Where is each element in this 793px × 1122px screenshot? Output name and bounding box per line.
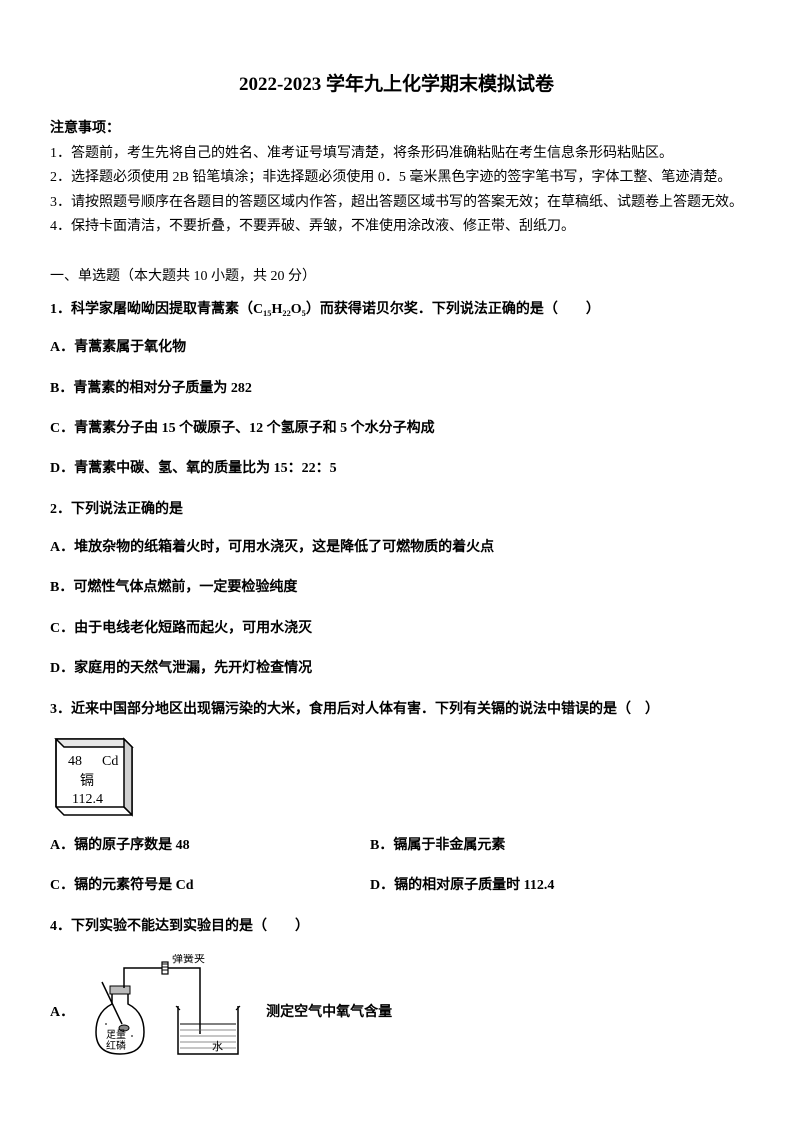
element-symbol: Cd [102,754,118,769]
q4-text: 4．下列实验不能达到实验目的是（ ） [50,916,743,938]
apparatus-svg: 弹簧夹 足量 红磷 水 [82,954,252,1064]
q2-text: 2．下列说法正确的是 [50,499,743,521]
q4-option-a-label: A． [50,1002,74,1024]
q3-option-a: A．镉的原子序数是 48 [50,835,370,857]
notice-2: 2．选择题必须使用 2B 铅笔填涂；非选择题必须使用 0．5 毫米黑色字迹的签字… [50,167,743,189]
q3-option-d: D．镉的相对原子质量时 112.4 [370,875,554,897]
element-diagram: 48 Cd 镉 112.4 [50,737,743,819]
q1-option-d: D．青蒿素中碳、氢、氧的质量比为 15：22：5 [50,458,743,480]
notice-3: 3．请按照题号顺序在各题目的答题区域内作答，超出答题区域书写的答案无效；在草稿纸… [50,192,743,214]
q1-option-c: C．青蒿素分子由 15 个碳原子、12 个氢原子和 5 个水分子构成 [50,418,743,440]
clip-label: 弹簧夹 [172,954,205,965]
bottle-label-2: 红磷 [106,1039,126,1052]
element-name: 镉 [80,773,94,789]
q4-apparatus-row: A． [50,954,743,1072]
q2-option-a: A．堆放杂物的纸箱着火时，可用水浇灭，这是降低了可燃物质的着火点 [50,537,743,559]
q1-option-b: B．青蒿素的相对分子质量为 282 [50,378,743,400]
page-title: 2022-2023 学年九上化学期末模拟试卷 [50,70,743,100]
bottle-label-1: 足量 [106,1029,126,1041]
notice-heading: 注意事项： [50,118,743,140]
q2-option-b: B．可燃性气体点燃前，一定要检验纯度 [50,577,743,599]
q1-option-a: A．青蒿素属于氧化物 [50,337,743,359]
element-number: 48 [68,754,82,769]
q1-text: 1．科学家屠呦呦因提取青蒿素（C₁₅H₂₂O₅）而获得诺贝尔奖．下列说法正确的是… [50,299,743,321]
q2-option-d: D．家庭用的天然气泄漏，先开灯检查情况 [50,658,743,680]
section-heading: 一、单选题（本大题共 10 小题，共 20 分） [50,266,743,288]
q3-text: 3．近来中国部分地区出现镉污染的大米，食用后对人体有害．下列有关镉的说法中错误的… [50,699,743,721]
notice-4: 4．保持卡面清洁，不要折叠，不要弄破、弄皱，不准使用涂改液、修正带、刮纸刀。 [50,216,743,238]
water-label: 水 [212,1040,223,1053]
element-mass: 112.4 [72,792,103,807]
q2-option-c: C．由于电线老化短路而起火，可用水浇灭 [50,618,743,640]
element-box-svg: 48 Cd 镉 112.4 [50,737,138,825]
notice-1: 1．答题前，考生先将自己的姓名、准考证号填写清楚，将条形码准确粘贴在考生信息条形… [50,143,743,165]
q3-option-b: B．镉属于非金属元素 [370,835,505,857]
q4-option-a-desc: 测定空气中氧气含量 [266,1002,392,1024]
q3-option-c: C．镉的元素符号是 Cd [50,875,370,897]
